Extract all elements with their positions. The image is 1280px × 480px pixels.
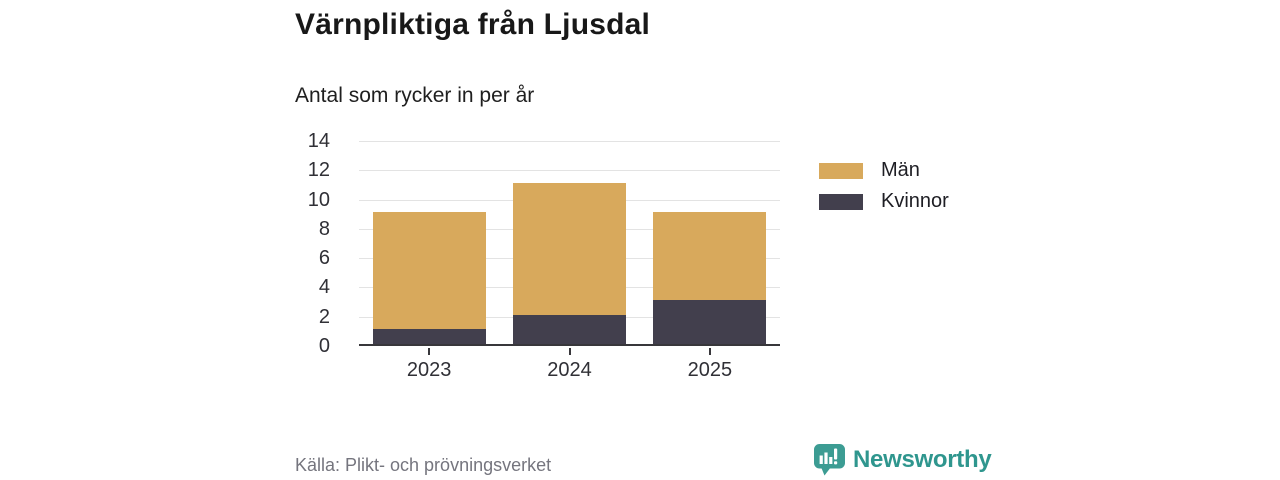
bar-segment-2024-män (513, 182, 626, 315)
x-tick-mark-2023 (428, 348, 431, 355)
bar-segment-2024-kvinnor (513, 314, 626, 344)
gridline-y-14 (359, 141, 780, 142)
bar-segment-2025-kvinnor (653, 300, 767, 344)
y-tick-label-8: 8 (318, 217, 330, 240)
y-tick-label-2: 2 (318, 305, 330, 328)
bar-segment-2023-män (372, 212, 486, 330)
newsworthy-logo-text: Newsworthy (853, 446, 992, 473)
legend: Män Kvinnor (819, 159, 949, 221)
x-tick-mark-2025 (708, 348, 711, 355)
legend-item-kvinnor: Kvinnor (819, 190, 949, 213)
x-tick-label-2023: 2023 (406, 359, 452, 381)
y-tick-label-4: 4 (318, 276, 330, 299)
y-tick-label-6: 6 (318, 247, 330, 270)
y-tick-label-12: 12 (307, 159, 330, 182)
plot-area (359, 141, 780, 346)
bar-segment-2023-kvinnor (372, 329, 486, 344)
y-tick-label-0: 0 (318, 335, 330, 357)
x-axis: 2023 2024 2025 (359, 348, 780, 392)
legend-swatch-kvinnor (819, 193, 863, 210)
legend-label-kvinnor: Kvinnor (881, 190, 949, 212)
legend-label-män: Män (881, 159, 920, 181)
gridline-y-12 (359, 170, 780, 172)
newsworthy-logo: Newsworthy (813, 443, 992, 476)
legend-swatch-män (819, 162, 863, 179)
source-note: Källa: Plikt- och prövningsverket (295, 455, 552, 475)
x-tick-mark-2024 (568, 348, 571, 355)
legend-item-män: Män (819, 159, 949, 182)
x-tick-label-2025: 2025 (687, 359, 733, 381)
y-axis-tick-labels: 0 2 4 6 8 10 12 14 (286, 130, 344, 357)
newsworthy-logo-icon (814, 444, 845, 476)
bar-segment-2025-män (653, 212, 767, 301)
y-tick-label-10: 10 (307, 188, 330, 211)
chart-title: Värnpliktiga från Ljusdal (295, 8, 651, 41)
chart-subtitle: Antal som rycker in per år (295, 84, 535, 107)
x-tick-label-2024: 2024 (547, 359, 592, 381)
y-tick-label-14: 14 (307, 130, 330, 152)
